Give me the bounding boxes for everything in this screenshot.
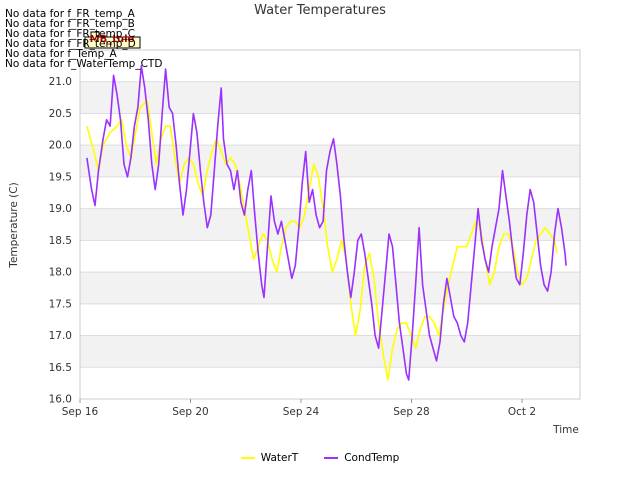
mb-tule-badge: MB_tule (83, 31, 141, 49)
no-data-message: No data for f_WaterTemp_CTD (5, 58, 163, 70)
no-data-messages: No data for f_FR_temp_A No data for f_FR… (5, 8, 163, 70)
x-tick-label: Oct 2 (508, 406, 536, 418)
y-tick-label: 20.5 (49, 108, 72, 120)
badge-label: MB_tule (89, 34, 135, 45)
no-data-message: No data for f_FR_temp_A (5, 8, 135, 20)
x-axis-ticks: Sep 16 Sep 20 Sep 24 Sep 28 Oct 2 (62, 399, 536, 418)
y-tick-label: 21.0 (49, 76, 72, 88)
no-data-message: No data for f_FR_temp_D (5, 38, 136, 50)
background-band (80, 81, 580, 114)
y-tick-label: 18.5 (49, 235, 72, 247)
y-tick-label: 20.0 (49, 140, 72, 152)
no-data-message: No data for f_Temp_A (5, 48, 117, 60)
y-tick-label: 19.5 (49, 171, 72, 183)
legend: WaterT CondTemp (0, 452, 640, 464)
x-tick-label: Sep 28 (393, 406, 430, 418)
y-axis-label: Temperature (C) (8, 182, 20, 268)
y-tick-label: 16.0 (49, 394, 72, 406)
x-axis-label: Time (552, 424, 579, 436)
series-line-condtemp (86, 65, 567, 381)
no-data-message: No data for f_FR_temp_C (5, 28, 135, 40)
legend-item-watert[interactable]: WaterT (240, 452, 299, 464)
x-tick-label: Sep 16 (62, 406, 99, 418)
y-axis-ticks: 16.0 16.5 17.0 17.5 18.0 18.5 19.0 19.5 20.0 20.5… (49, 76, 72, 405)
y-tick-label: 17.0 (49, 330, 72, 342)
background-band (80, 335, 580, 368)
x-tick-label: Sep 20 (172, 406, 209, 418)
no-data-message: No data for f_FR_temp_B (5, 18, 135, 30)
background-bands (80, 81, 580, 368)
badge-shape (84, 31, 141, 49)
plot-frame (79, 49, 581, 400)
chart-title: Water Temperatures (254, 3, 386, 18)
gridlines (80, 81, 580, 400)
x-tick-label: Sep 24 (283, 406, 320, 418)
y-tick-label: 17.5 (49, 298, 72, 310)
background-band (80, 208, 580, 241)
legend-item-condtemp[interactable]: CondTemp (324, 452, 399, 464)
y-tick-label: 19.0 (49, 203, 72, 215)
y-tick-label: 16.5 (49, 362, 72, 374)
series-lines (86, 65, 567, 381)
legend-swatch-watert (240, 457, 255, 459)
legend-swatch-condtemp (324, 457, 339, 459)
legend-label-watert: WaterT (260, 452, 299, 464)
background-band (80, 272, 580, 304)
legend-label-condtemp: CondTemp (344, 452, 400, 464)
y-tick-label: 18.0 (49, 267, 72, 279)
